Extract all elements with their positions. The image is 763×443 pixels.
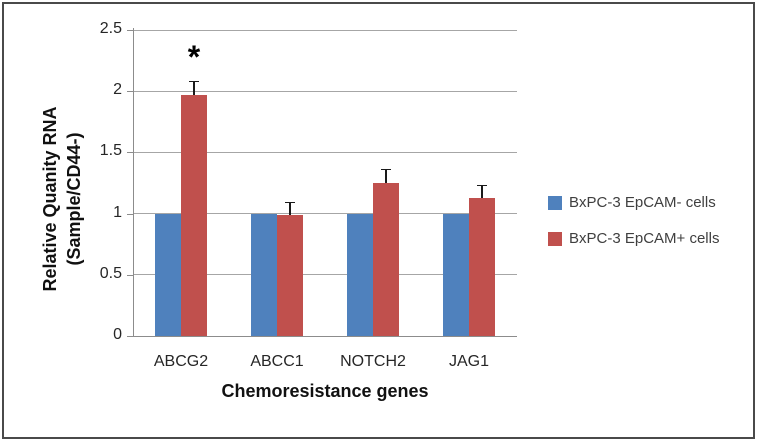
- error-bar-cap-jag1: [477, 184, 487, 187]
- bar-bxpc-3-epcamminus-cells-notch2: [347, 213, 373, 336]
- error-bar-line-jag1: [481, 185, 483, 198]
- y-axis-line: [133, 28, 134, 337]
- y-tick-label: 0: [113, 326, 122, 343]
- error-bar-line-abcc1: [289, 202, 291, 215]
- y-axis-title-line-2: (Sample/CD44-): [64, 132, 84, 266]
- y-tick-mark: [127, 274, 133, 276]
- legend-item-epcam-minus: BxPC-3 EpCAM- cells: [548, 194, 716, 211]
- x-axis-title: Chemoresistance genes: [221, 381, 429, 401]
- legend-swatch-epcam-plus: [548, 231, 562, 246]
- legend-label-epcam-minus: BxPC-3 EpCAM- cells: [569, 194, 716, 211]
- x-category-label-jag1: JAG1: [448, 353, 489, 370]
- y-tick-mark: [127, 213, 133, 215]
- y-tick-label: 2.5: [99, 20, 122, 37]
- error-bar-line-abcg2: [193, 81, 195, 95]
- gridline: [133, 213, 517, 215]
- y-tick-mark: [127, 30, 133, 31]
- x-category-label-abcg2: ABCG2: [153, 353, 209, 370]
- y-tick-label: 2: [113, 81, 122, 99]
- error-bar-cap-abcc1: [285, 201, 295, 204]
- y-tick-label: 1: [113, 203, 122, 221]
- legend-swatch-epcam-minus: [548, 195, 562, 210]
- bar-bxpc-3-epcamplus-cells-notch2: [373, 183, 399, 336]
- gridline: [133, 29, 517, 31]
- gridline: [133, 90, 517, 92]
- x-category-label-notch2: NOTCH2: [340, 353, 406, 370]
- y-axis-title: Relative Quanity RNA (Sample/CD44-): [38, 106, 86, 291]
- bar-bxpc-3-epcamplus-cells-abcc1: [277, 214, 303, 336]
- gridline: [133, 151, 517, 153]
- significance-asterisk: *: [187, 39, 201, 76]
- error-bar-cap-abcg2: [189, 80, 199, 83]
- gridline: [133, 274, 517, 276]
- y-tick-mark: [127, 152, 133, 154]
- error-bar-cap-notch2: [381, 168, 391, 171]
- y-tick-label: 0.5: [99, 264, 122, 282]
- x-category-label-abcc1: ABCC1: [250, 353, 304, 370]
- legend-item-epcam-plus: BxPC-3 EpCAM+ cells: [548, 230, 719, 247]
- error-bar-line-notch2: [385, 169, 387, 183]
- bar-bxpc-3-epcamplus-cells-jag1: [469, 197, 495, 336]
- y-tick-label: 1.5: [99, 142, 122, 160]
- x-axis-line: [127, 336, 517, 337]
- bar-bxpc-3-epcamminus-cells-abcg2: [155, 213, 181, 336]
- bar-bxpc-3-epcamminus-cells-abcc1: [251, 213, 277, 336]
- y-tick-mark: [127, 91, 133, 93]
- y-axis-title-line-1: Relative Quanity RNA: [40, 106, 60, 292]
- bar-bxpc-3-epcamplus-cells-abcg2: [181, 94, 207, 336]
- legend-label-epcam-plus: BxPC-3 EpCAM+ cells: [569, 230, 720, 247]
- bar-bxpc-3-epcamminus-cells-jag1: [443, 213, 469, 336]
